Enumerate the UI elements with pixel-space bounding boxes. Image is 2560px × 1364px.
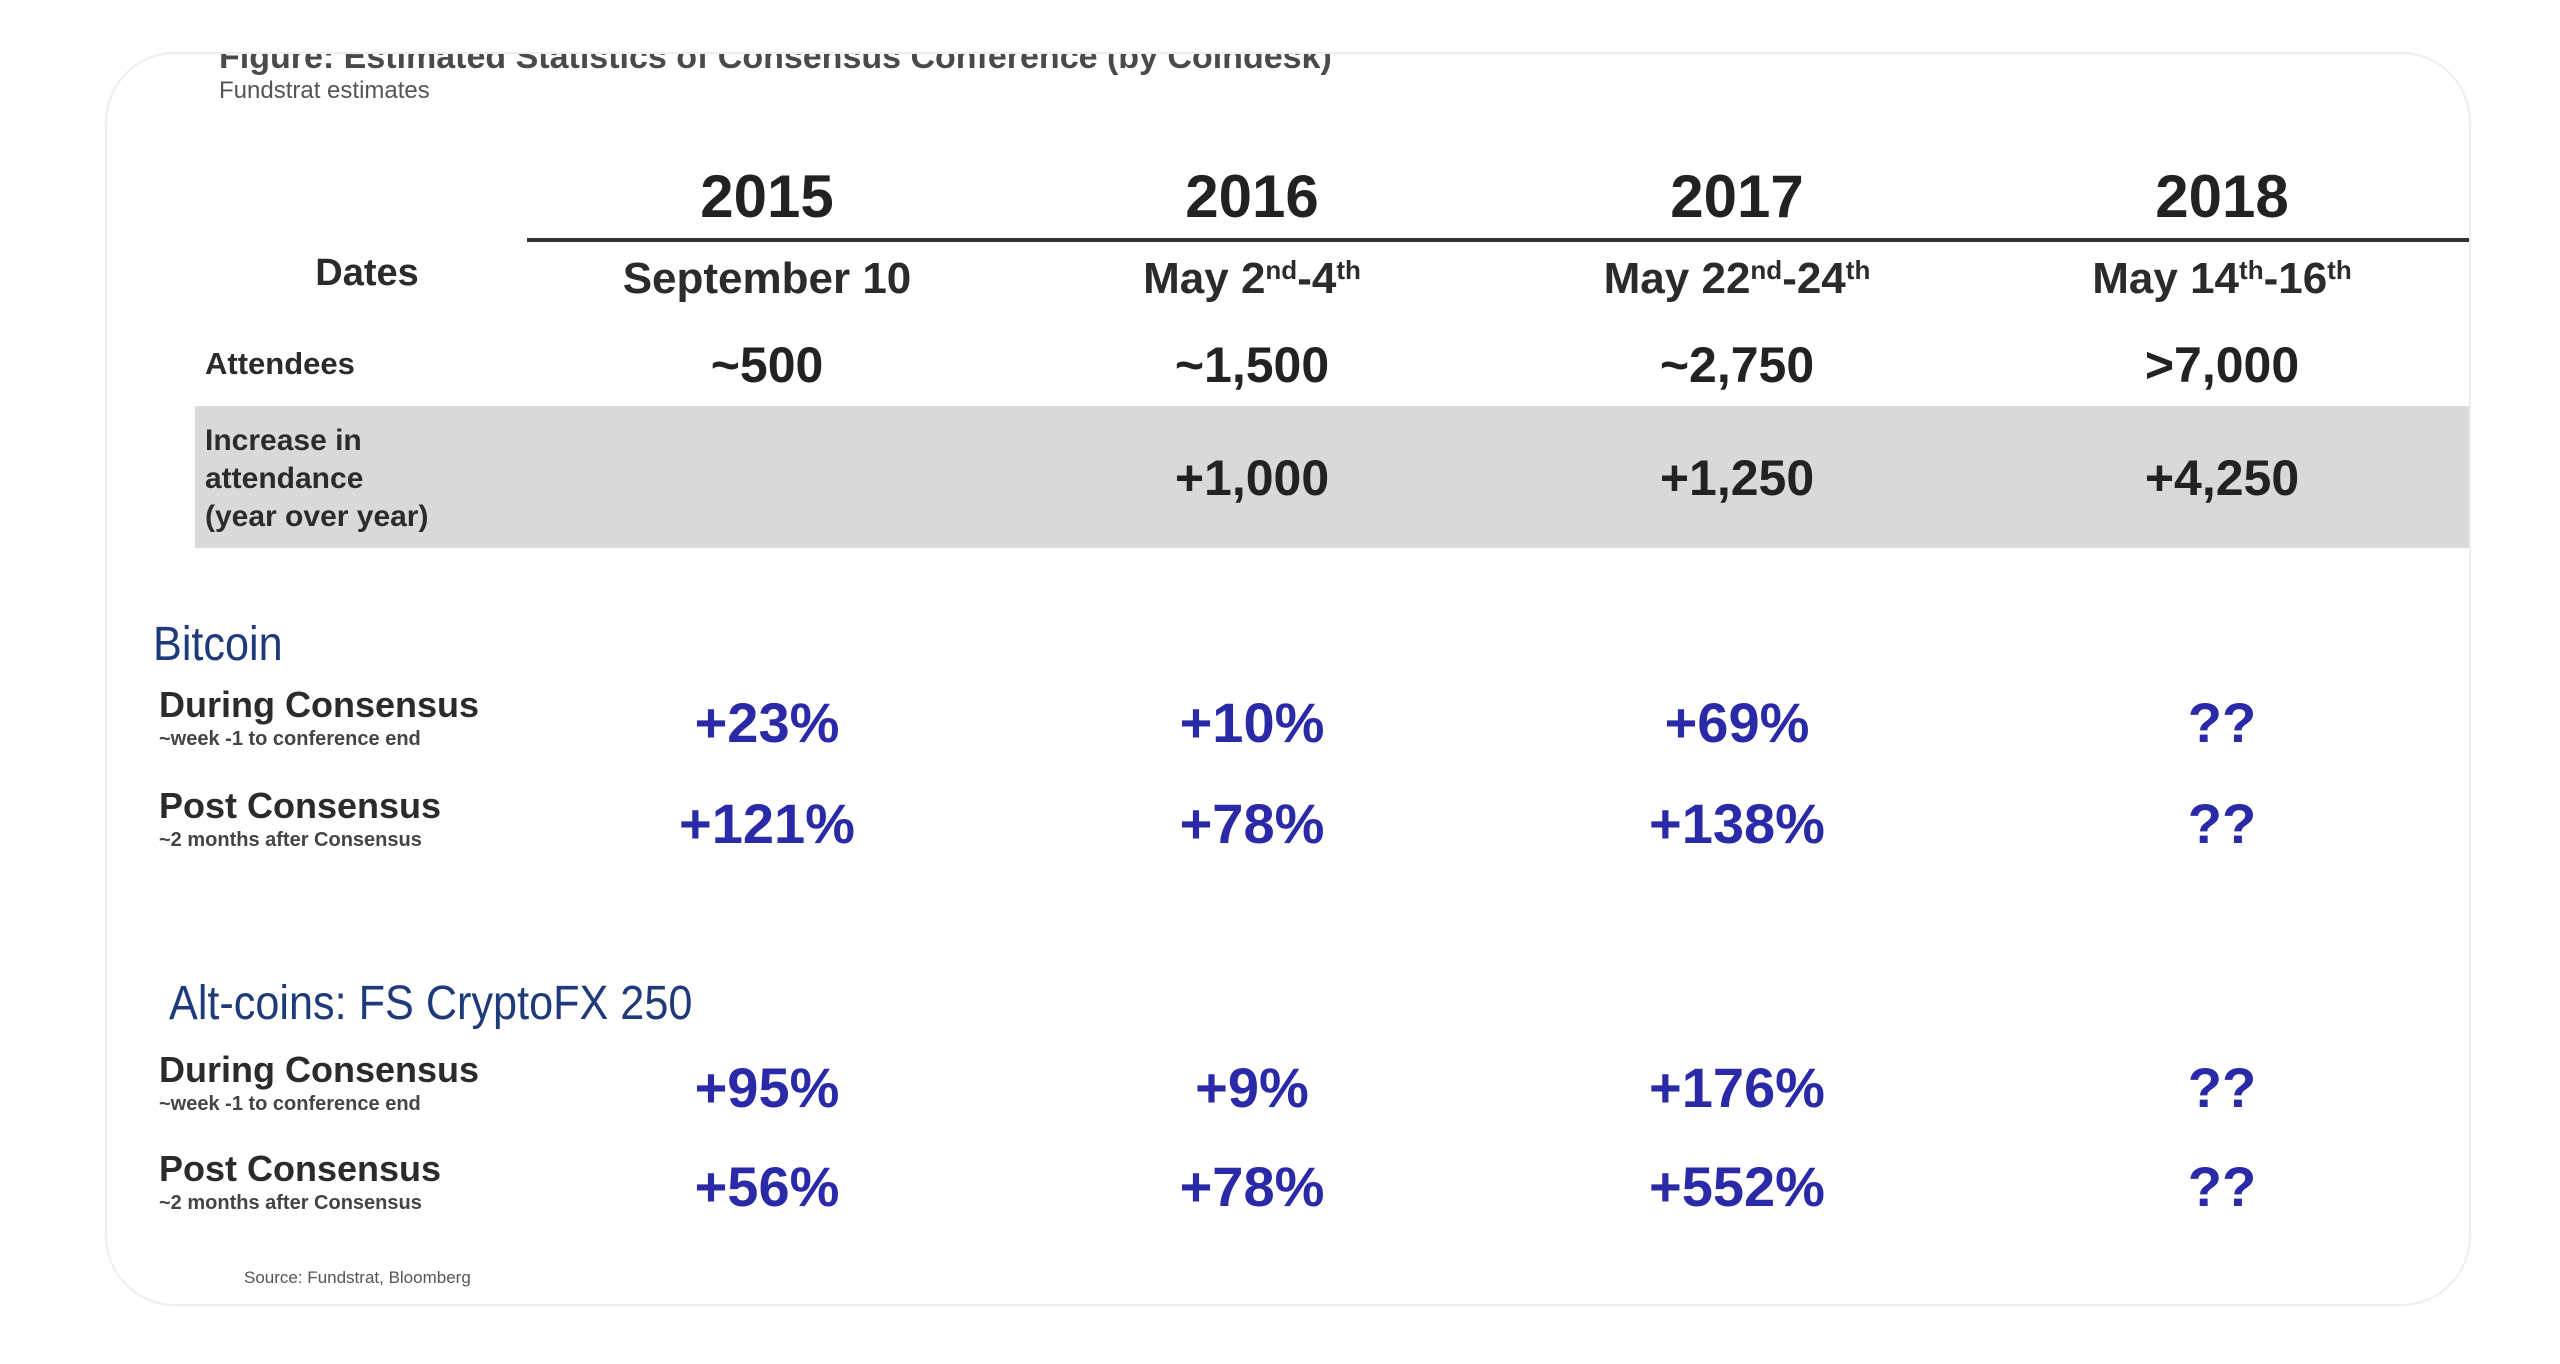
increase-cell: +4,250 xyxy=(2144,450,2300,506)
date-cell: May 22nd-24th xyxy=(1517,254,1957,304)
source-note: Source: Fundstrat, Bloomberg xyxy=(244,1268,471,1287)
attendees-label: Attendees xyxy=(205,346,355,381)
altcoins-post-label: Post Consensus xyxy=(159,1148,442,1189)
bitcoin-post-value: ?? xyxy=(2187,792,2257,855)
altcoins-post-value: +56% xyxy=(694,1155,840,1218)
attendees-cell: ~2,750 xyxy=(1659,337,1815,393)
bitcoin-post-value: +121% xyxy=(679,792,855,855)
altcoins-during-value: +176% xyxy=(1649,1056,1825,1119)
date-suffix: th xyxy=(1845,255,1871,285)
date-suffix: nd xyxy=(1750,255,1783,285)
year-header-2017: 2017 xyxy=(1670,163,1804,230)
bitcoin-post-value: +78% xyxy=(1179,792,1325,855)
figure-subtitle: Fundstrat estimates xyxy=(219,77,430,104)
attendees-cell: >7,000 xyxy=(2144,337,2300,393)
increase-label-line: Increase in xyxy=(205,424,362,457)
altcoins-post-value: +78% xyxy=(1179,1155,1325,1218)
attendees-cell: ~1,500 xyxy=(1174,337,1330,393)
bitcoin-during-label: During Consensus xyxy=(159,684,480,725)
date-text: September 10 xyxy=(622,254,912,303)
date-part: May 2 xyxy=(1143,254,1266,303)
year-header-2016: 2016 xyxy=(1185,163,1319,230)
altcoins-post-value: ?? xyxy=(2187,1155,2257,1218)
dates-label: Dates xyxy=(315,252,419,294)
year-header-2018: 2018 xyxy=(2155,163,2289,230)
bitcoin-post-label: Post Consensus xyxy=(159,785,442,826)
attendees-cell: ~500 xyxy=(710,337,824,393)
bitcoin-during-value: +69% xyxy=(1664,691,1810,754)
increase-label-line: (year over year) xyxy=(205,500,429,533)
date-suffix: nd xyxy=(1265,255,1298,285)
date-part: -24 xyxy=(1782,254,1846,303)
increase-label: Increase in attendance (year over year) xyxy=(205,422,428,536)
altcoins-section-title: Alt-coins: FS CryptoFX 250 xyxy=(169,977,693,1030)
altcoins-during-value: +9% xyxy=(1195,1056,1309,1119)
bitcoin-during-value: ?? xyxy=(2187,691,2257,754)
altcoins-post-note: ~2 months after Consensus xyxy=(159,1192,422,1214)
increase-cell: +1,250 xyxy=(1659,450,1815,506)
bitcoin-section-title: Bitcoin xyxy=(153,618,283,671)
bitcoin-during-note: ~week -1 to conference end xyxy=(159,728,421,750)
figure-title: Figure: Estimated Statistics of Consensu… xyxy=(219,52,1332,76)
date-suffix: th xyxy=(2327,255,2352,285)
bitcoin-during-value: +23% xyxy=(694,691,840,754)
date-part: May 14 xyxy=(2092,254,2240,303)
altcoins-during-note: ~week -1 to conference end xyxy=(159,1093,421,1115)
altcoins-during-value: +95% xyxy=(694,1056,840,1119)
increase-cell: +1,000 xyxy=(1174,450,1330,506)
increase-label-line: attendance xyxy=(205,462,364,495)
date-cell: September 10 xyxy=(547,254,987,304)
date-part: May 22 xyxy=(1603,254,1751,303)
date-part: -16 xyxy=(2263,254,2328,303)
header-rule xyxy=(527,238,2469,242)
date-cell: May 14th-16th xyxy=(2002,254,2442,304)
bitcoin-post-note: ~2 months after Consensus xyxy=(159,829,422,851)
altcoins-during-value: ?? xyxy=(2187,1056,2257,1119)
figure-card: Figure: Estimated Statistics of Consensu… xyxy=(105,52,2471,1306)
altcoins-during-label: During Consensus xyxy=(159,1049,480,1090)
year-header-2015: 2015 xyxy=(700,163,834,230)
date-part: -4 xyxy=(1297,254,1337,303)
date-cell: May 2nd-4th xyxy=(1032,254,1472,304)
date-suffix: th xyxy=(1336,255,1361,285)
altcoins-post-value: +552% xyxy=(1649,1155,1825,1218)
bitcoin-post-value: +138% xyxy=(1649,792,1825,855)
bitcoin-during-value: +10% xyxy=(1179,691,1325,754)
increase-row-band xyxy=(195,406,2469,548)
date-suffix: th xyxy=(2239,255,2264,285)
